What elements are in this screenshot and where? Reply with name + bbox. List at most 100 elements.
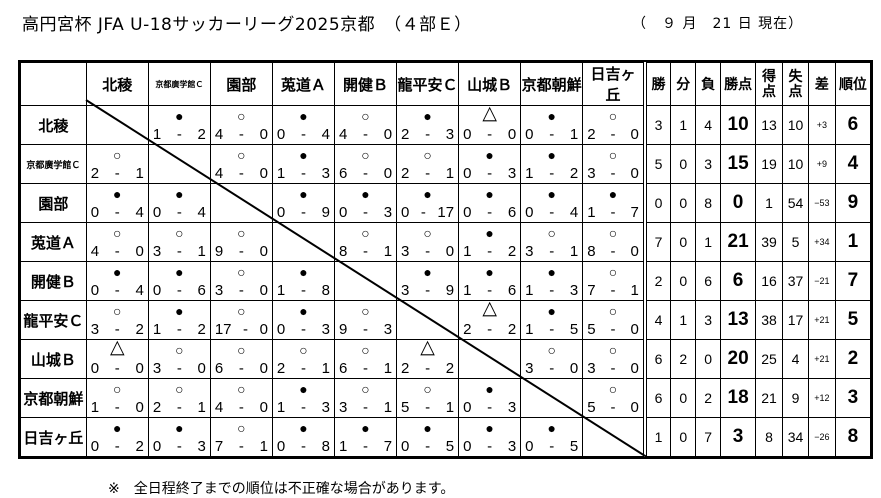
win-mark-icon: ○ bbox=[608, 264, 618, 280]
goals-against: 4 bbox=[321, 126, 330, 143]
goals-for: 0 bbox=[463, 165, 472, 182]
losses: 4 bbox=[695, 105, 722, 145]
score-separator: - bbox=[610, 360, 616, 377]
match-score: 0-4 bbox=[153, 204, 206, 221]
draws: 0 bbox=[670, 222, 697, 262]
goals-for: 0 bbox=[276, 321, 286, 338]
match-score: 0-4 bbox=[277, 126, 330, 143]
score-separator: - bbox=[114, 321, 120, 338]
self-match-cell bbox=[85, 105, 149, 145]
match-result-cell: ● 0-2 bbox=[85, 417, 149, 457]
match-result-cell: ● 0-4 bbox=[85, 183, 149, 223]
goals-against: 0 bbox=[259, 165, 268, 182]
loss-mark-icon: ● bbox=[485, 381, 494, 397]
score-separator: - bbox=[425, 243, 431, 260]
goals-against: 2 bbox=[445, 360, 455, 377]
losses: 0 bbox=[695, 339, 722, 379]
match-score: 6-0 bbox=[339, 165, 392, 182]
draws: 2 bbox=[670, 339, 697, 379]
goals-conceded: 54 bbox=[782, 183, 809, 223]
goals-against: 3 bbox=[383, 204, 393, 221]
match-score: 3-0 bbox=[401, 243, 454, 260]
loss-mark-icon: ● bbox=[361, 420, 370, 436]
page-title: 高円宮杯 JFA U-18サッカーリーグ2025京都 （４部Ｅ） bbox=[22, 15, 472, 35]
goals-for: 4 bbox=[90, 243, 100, 260]
goals-conceded: 37 bbox=[782, 261, 809, 301]
goals-against: 9 bbox=[321, 204, 330, 221]
goals-conceded: 10 bbox=[782, 105, 809, 145]
score-separator: - bbox=[425, 126, 431, 143]
match-score: 5-0 bbox=[587, 321, 639, 338]
score-separator: - bbox=[610, 282, 616, 299]
score-separator: - bbox=[238, 243, 244, 260]
score-separator: - bbox=[549, 126, 555, 143]
column-team-header: 日吉ヶ丘 bbox=[582, 62, 646, 106]
match-score: 1-2 bbox=[463, 243, 516, 260]
match-score: 1-0 bbox=[91, 399, 144, 416]
goals-for: 3 bbox=[214, 282, 224, 299]
score-separator: - bbox=[114, 282, 120, 299]
goals-for: 1 bbox=[587, 204, 596, 221]
points: 15 bbox=[720, 144, 757, 184]
goal-difference: +21 bbox=[807, 339, 836, 379]
goals-for: 0 bbox=[401, 438, 410, 455]
match-score: 2-3 bbox=[401, 126, 454, 143]
match-score: 1-7 bbox=[339, 438, 392, 455]
score-separator: - bbox=[176, 126, 182, 143]
goals-for: 3 bbox=[587, 360, 596, 377]
points: 0 bbox=[720, 183, 757, 223]
goals-scored: 19 bbox=[755, 144, 783, 184]
score-separator: - bbox=[549, 282, 555, 299]
goals-conceded: 10 bbox=[782, 144, 809, 184]
goals-for: 6 bbox=[214, 360, 224, 377]
loss-mark-icon: ● bbox=[299, 147, 308, 163]
team-row: 園部 ● 0-4 ● 0-4 ● 0-9 ● 0-3 ● 0-17 ● 0-6 ● 0-4 ● 1-7 0 0 8 0 1… bbox=[20, 183, 872, 223]
match-result-cell: ○ 6-0 bbox=[209, 339, 273, 379]
score-separator: - bbox=[114, 204, 120, 221]
goals-against: 3 bbox=[321, 399, 330, 416]
match-result-cell: ● 1-3 bbox=[520, 261, 584, 301]
match-result-cell: ○ 1-0 bbox=[85, 378, 149, 418]
goals-against: 6 bbox=[507, 282, 517, 299]
match-score: 0-2 bbox=[91, 438, 144, 455]
loss-mark-icon: ● bbox=[547, 303, 556, 319]
score-separator: - bbox=[549, 165, 555, 182]
match-score: 0-3 bbox=[277, 321, 330, 338]
match-result-cell: ○ 17-0 bbox=[209, 300, 273, 340]
match-result-cell: ○ 4-0 bbox=[209, 378, 273, 418]
loss-mark-icon: ● bbox=[175, 108, 184, 124]
goals-against: 0 bbox=[630, 165, 639, 182]
match-result-cell: ○ 6-0 bbox=[333, 144, 398, 184]
loss-mark-icon: ● bbox=[485, 147, 494, 163]
goals-against: 17 bbox=[437, 204, 455, 221]
points: 13 bbox=[720, 300, 757, 340]
rank: 4 bbox=[834, 144, 872, 184]
goals-scored: 8 bbox=[755, 417, 783, 457]
goals-against: 2 bbox=[569, 165, 579, 182]
win-mark-icon: ○ bbox=[113, 381, 122, 397]
goals-against: 0 bbox=[259, 282, 268, 299]
goals-against: 3 bbox=[445, 126, 455, 143]
row-team-name: 日吉ヶ丘 bbox=[20, 417, 87, 457]
goals-against: 2 bbox=[197, 321, 206, 338]
goals-for: 5 bbox=[587, 399, 596, 416]
match-score: 6-1 bbox=[339, 360, 392, 377]
rank: 6 bbox=[834, 105, 872, 145]
losses: 7 bbox=[695, 417, 722, 457]
match-score: 2-1 bbox=[277, 360, 330, 377]
goals-for: 0 bbox=[276, 126, 286, 143]
match-score: 9-3 bbox=[339, 321, 392, 338]
loss-mark-icon: ● bbox=[423, 186, 432, 202]
self-match-cell bbox=[209, 183, 273, 223]
score-separator: - bbox=[300, 321, 306, 338]
loss-mark-icon: ● bbox=[299, 264, 308, 280]
goals-against: 1 bbox=[445, 399, 455, 416]
points: 6 bbox=[720, 261, 757, 301]
goals-against: 5 bbox=[569, 438, 579, 455]
goals-conceded: 34 bbox=[782, 417, 809, 457]
score-separator: - bbox=[549, 321, 555, 338]
match-result-cell: ○ 2-1 bbox=[147, 378, 211, 418]
team-row: 開健Ｂ ● 0-4 ● 0-6 ○ 3-0 ● 1-8 ● 3-9 ● 1-6 ● 1-3 ○ 7-1 2 0 6 6 1… bbox=[20, 261, 872, 301]
loss-mark-icon: ● bbox=[175, 186, 184, 202]
column-team-header: 龍平安Ｃ bbox=[396, 62, 460, 106]
